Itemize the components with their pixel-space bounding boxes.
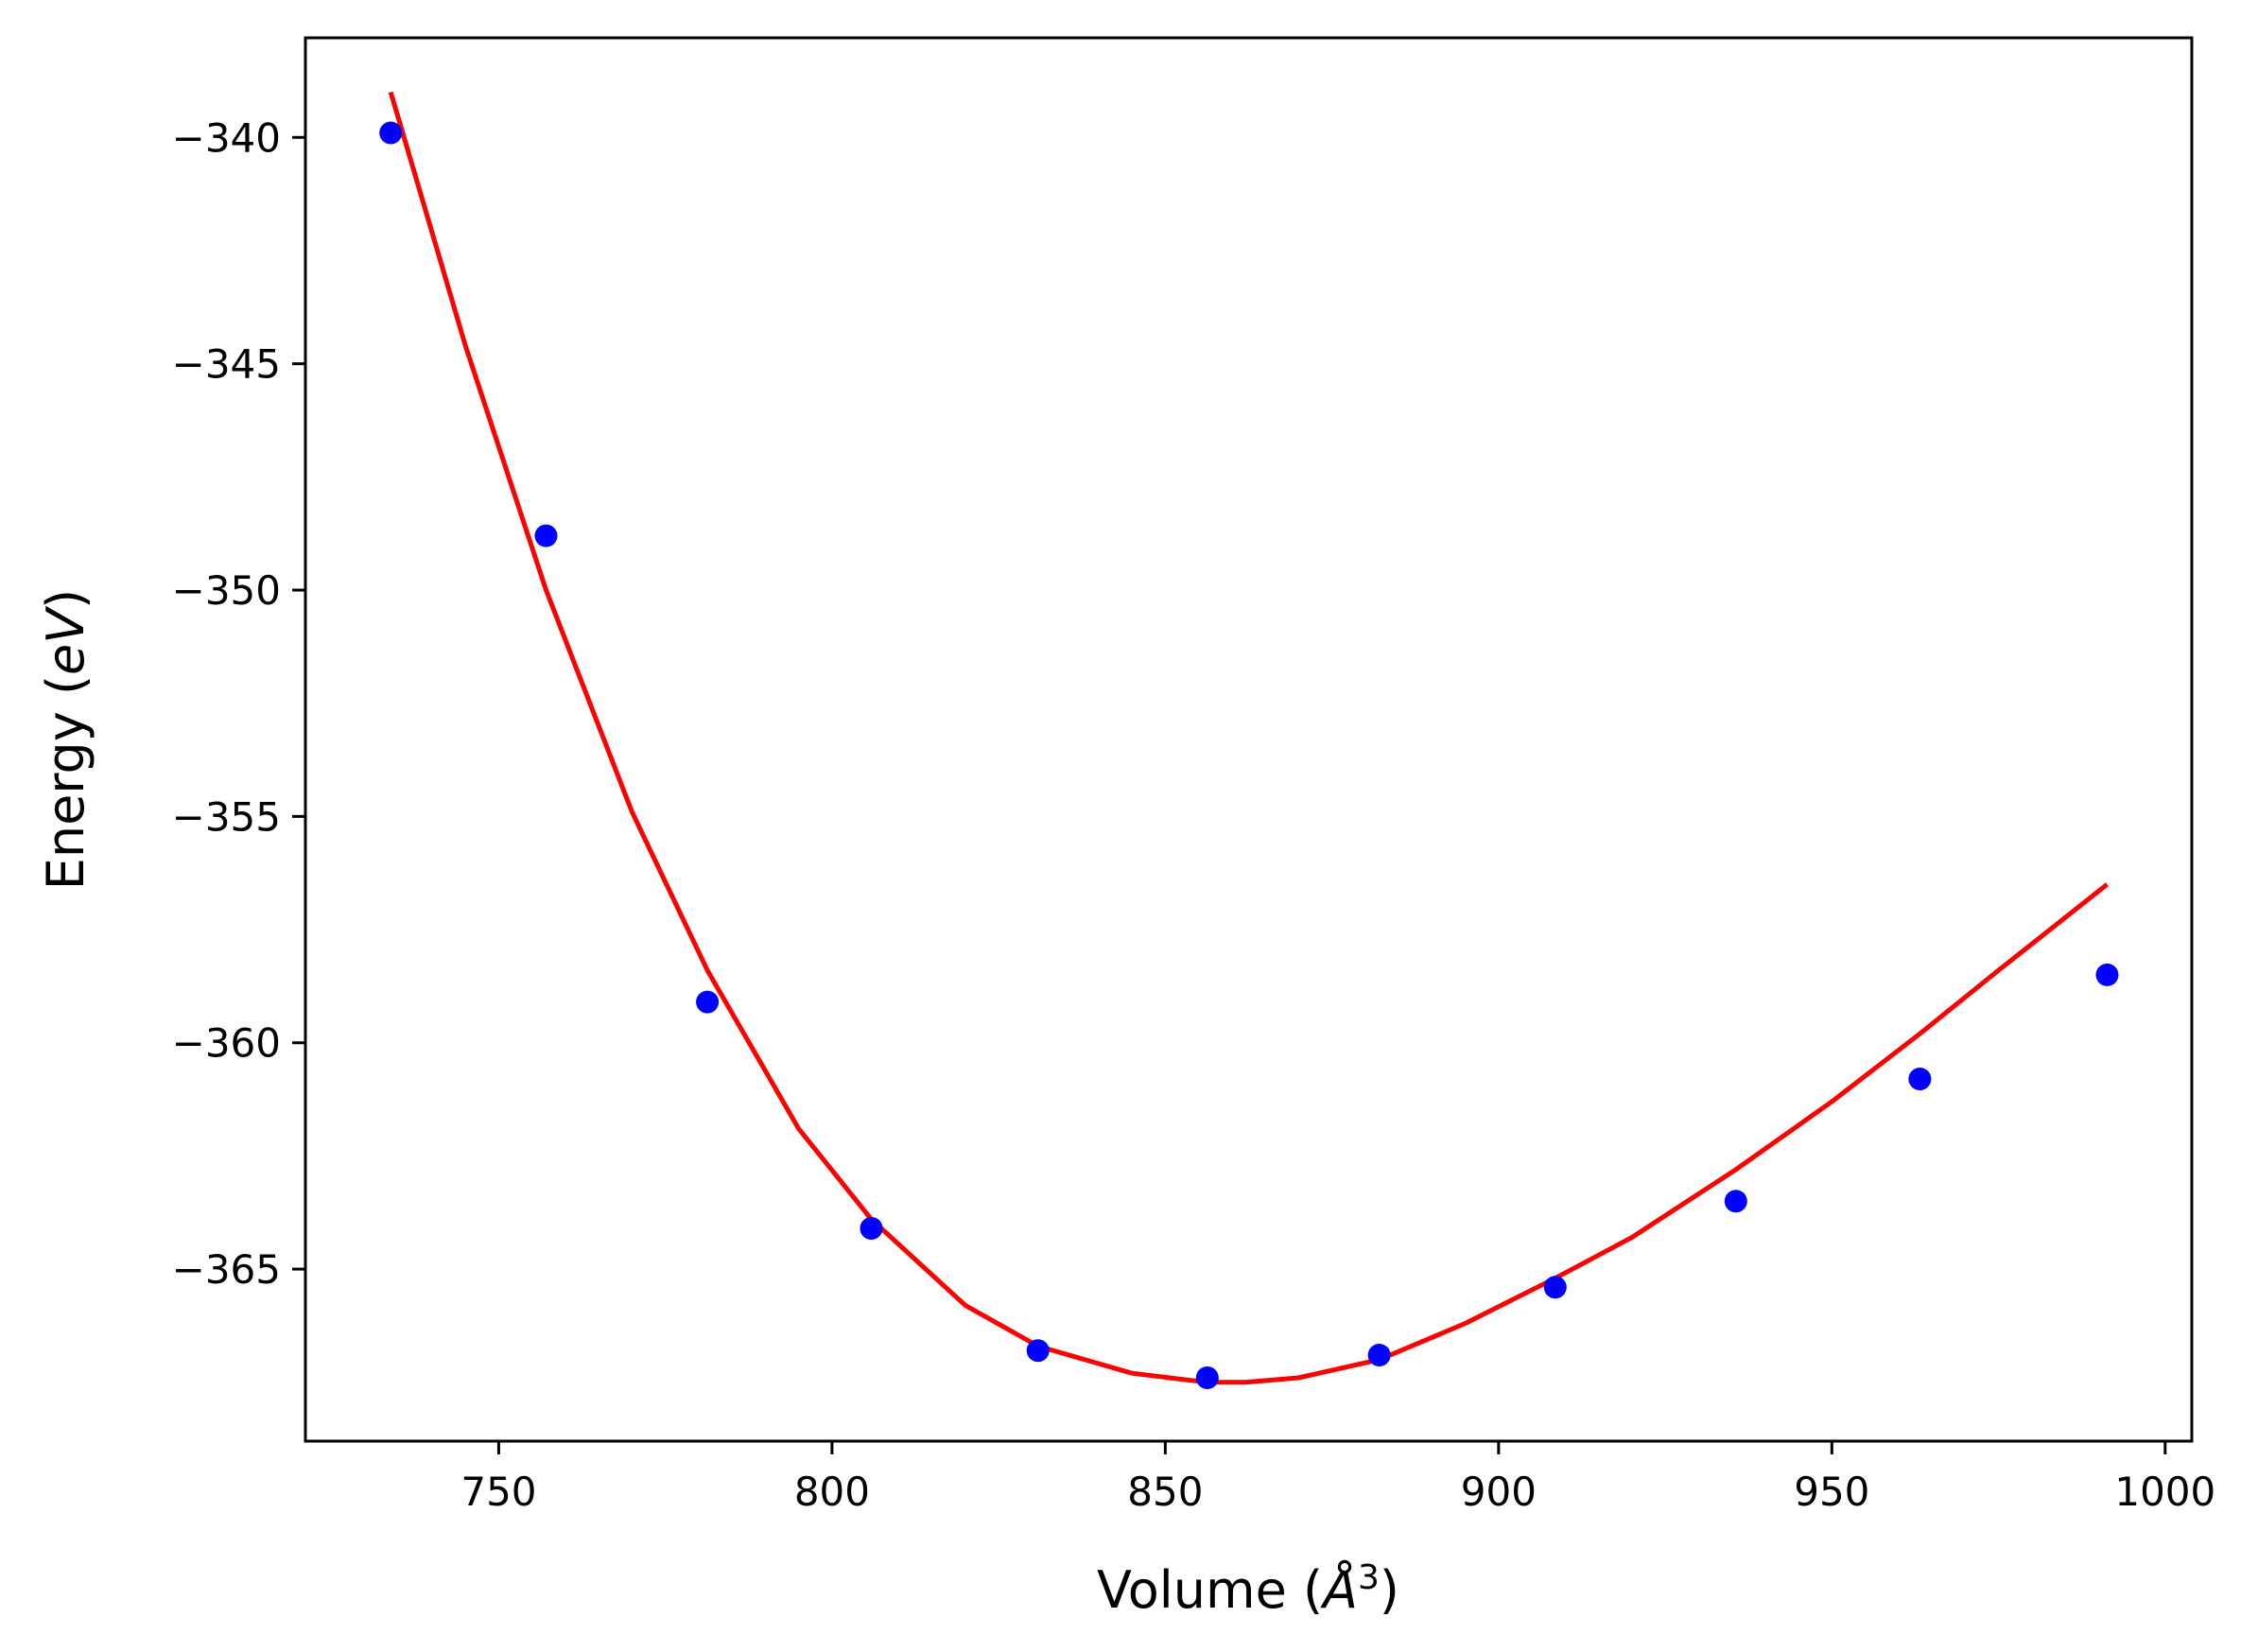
data-point: [534, 524, 558, 548]
data-point: [1543, 1276, 1567, 1299]
y-tick-label: −365: [172, 1246, 281, 1293]
data-point: [1367, 1344, 1391, 1367]
data-point: [1908, 1068, 1932, 1091]
x-tick-label: 750: [460, 1469, 536, 1515]
x-tick-label: 800: [794, 1469, 870, 1515]
y-tick-label: −340: [172, 114, 281, 161]
data-point: [1195, 1365, 1219, 1389]
x-tick-label: 950: [1794, 1469, 1869, 1515]
x-tick-label: 850: [1127, 1469, 1203, 1515]
data-point: [696, 990, 720, 1014]
fit-curve-line: [388, 91, 2110, 1385]
data-point: [1026, 1339, 1050, 1363]
y-tick-label: −345: [172, 341, 281, 388]
data-point: [860, 1217, 883, 1241]
plot-frame: [304, 36, 2194, 1443]
y-axis-label: Energy (eV): [36, 589, 96, 891]
data-point: [379, 121, 403, 145]
data-point: [1724, 1190, 1747, 1213]
y-tick-label: −355: [172, 793, 281, 840]
y-tick-label: −360: [172, 1020, 281, 1067]
y-tick-label: −350: [172, 567, 281, 614]
x-axis-label: Volume (Å3): [1097, 1558, 1399, 1621]
plot-marks: [379, 91, 2119, 1389]
x-tick-label: 1000: [2114, 1469, 2215, 1515]
data-point: [2095, 963, 2119, 986]
x-tick-label: 900: [1461, 1469, 1537, 1515]
axis-ticks: 750 800 850 900 950 1000 −340 −345 −350 −355 −360 −…: [172, 114, 2216, 1515]
